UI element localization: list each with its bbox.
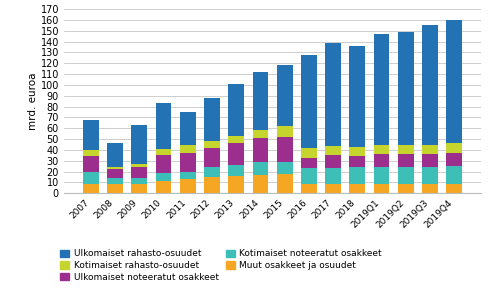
Bar: [325, 168, 341, 184]
Bar: [277, 66, 293, 126]
Bar: [180, 112, 195, 145]
Bar: [228, 143, 244, 165]
Bar: [131, 184, 147, 193]
Bar: [252, 138, 268, 162]
Bar: [83, 120, 99, 150]
Bar: [325, 43, 341, 146]
Bar: [277, 174, 293, 193]
Bar: [350, 167, 365, 184]
Bar: [131, 125, 147, 164]
Bar: [422, 25, 438, 145]
Bar: [252, 72, 268, 130]
Bar: [204, 148, 220, 167]
Bar: [446, 153, 462, 166]
Bar: [156, 182, 171, 193]
Bar: [204, 167, 220, 177]
Bar: [131, 164, 147, 167]
Bar: [446, 184, 462, 193]
Bar: [107, 178, 123, 184]
Bar: [301, 168, 317, 184]
Bar: [277, 162, 293, 174]
Bar: [83, 172, 99, 184]
Bar: [301, 158, 317, 168]
Bar: [422, 145, 438, 154]
Bar: [252, 162, 268, 175]
Bar: [107, 143, 123, 167]
Bar: [228, 176, 244, 193]
Bar: [398, 184, 414, 193]
Bar: [204, 141, 220, 148]
Bar: [398, 167, 414, 184]
Bar: [374, 34, 389, 145]
Bar: [107, 184, 123, 193]
Bar: [446, 20, 462, 143]
Bar: [350, 156, 365, 167]
Bar: [228, 84, 244, 136]
Bar: [180, 179, 195, 193]
Bar: [180, 145, 195, 153]
Bar: [180, 172, 195, 179]
Y-axis label: mrd. euroa: mrd. euroa: [27, 72, 38, 130]
Bar: [277, 126, 293, 137]
Bar: [422, 184, 438, 193]
Bar: [252, 175, 268, 193]
Bar: [325, 184, 341, 193]
Bar: [301, 148, 317, 158]
Bar: [350, 147, 365, 156]
Bar: [374, 184, 389, 193]
Bar: [277, 137, 293, 162]
Legend: Ulkomaiset rahasto-osuudet, Kotimaiset rahasto-osuudet, Ulkomaiset noteeratut os: Ulkomaiset rahasto-osuudet, Kotimaiset r…: [60, 249, 382, 282]
Bar: [156, 103, 171, 149]
Bar: [301, 55, 317, 148]
Bar: [107, 169, 123, 178]
Bar: [156, 173, 171, 182]
Bar: [180, 153, 195, 172]
Bar: [83, 156, 99, 172]
Bar: [204, 177, 220, 193]
Bar: [374, 167, 389, 184]
Bar: [446, 166, 462, 184]
Bar: [204, 98, 220, 141]
Bar: [350, 184, 365, 193]
Bar: [301, 184, 317, 193]
Bar: [422, 154, 438, 167]
Bar: [83, 184, 99, 193]
Bar: [107, 167, 123, 169]
Bar: [374, 145, 389, 154]
Bar: [325, 155, 341, 168]
Bar: [131, 178, 147, 184]
Bar: [446, 143, 462, 153]
Bar: [398, 32, 414, 145]
Bar: [131, 167, 147, 178]
Bar: [325, 146, 341, 155]
Bar: [398, 145, 414, 154]
Bar: [228, 136, 244, 143]
Bar: [156, 149, 171, 155]
Bar: [228, 165, 244, 176]
Bar: [398, 154, 414, 167]
Bar: [252, 130, 268, 138]
Bar: [83, 150, 99, 156]
Bar: [422, 167, 438, 184]
Bar: [350, 46, 365, 147]
Bar: [156, 155, 171, 173]
Bar: [374, 154, 389, 167]
